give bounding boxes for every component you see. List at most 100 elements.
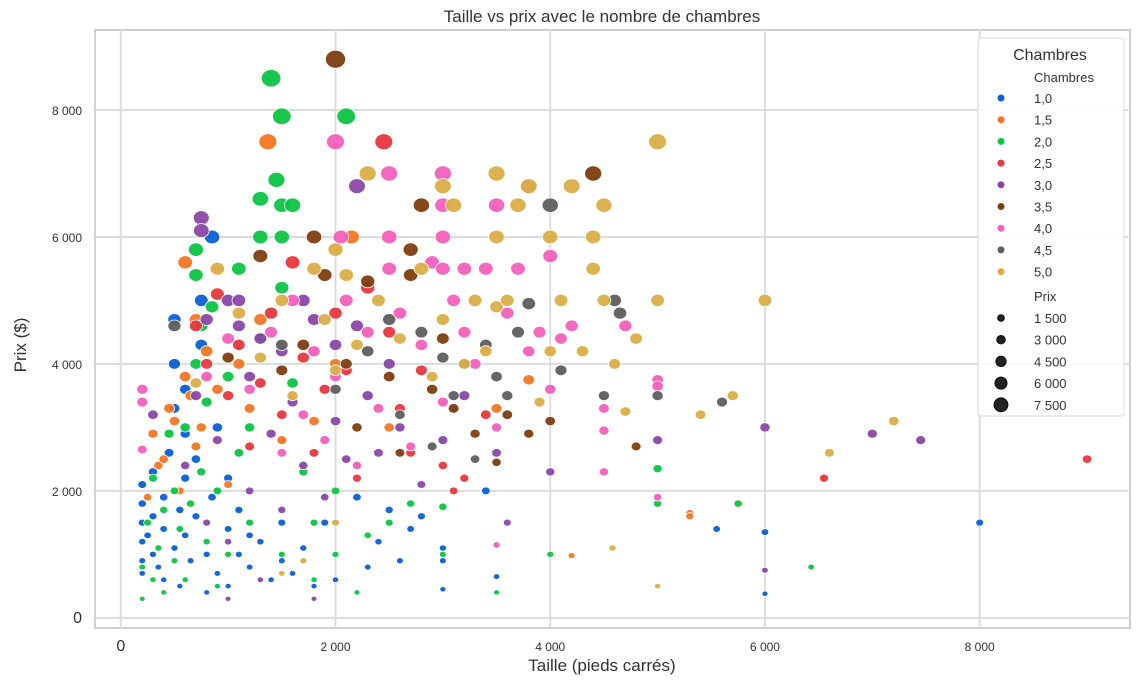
data-point bbox=[138, 563, 147, 571]
data-point bbox=[175, 505, 185, 514]
data-point bbox=[276, 409, 288, 420]
data-point bbox=[221, 332, 235, 345]
data-point bbox=[544, 415, 556, 427]
data-point bbox=[437, 435, 449, 445]
data-point bbox=[274, 281, 290, 295]
data-point bbox=[712, 525, 721, 533]
data-point bbox=[309, 518, 319, 527]
data-point bbox=[459, 473, 470, 483]
data-point bbox=[491, 448, 502, 458]
data-point bbox=[584, 165, 603, 182]
x-axis-label: Taille (pieds carrés) bbox=[528, 656, 675, 675]
legend-label: 3,0 bbox=[1034, 178, 1052, 193]
data-point bbox=[654, 582, 662, 590]
data-point bbox=[332, 229, 349, 245]
data-point bbox=[136, 383, 149, 395]
data-point bbox=[202, 537, 211, 546]
data-point bbox=[251, 191, 269, 207]
data-point bbox=[200, 345, 214, 358]
data-point bbox=[522, 345, 536, 358]
data-point bbox=[221, 351, 235, 364]
data-point bbox=[915, 435, 927, 445]
data-point bbox=[136, 396, 149, 408]
data-point bbox=[149, 576, 157, 584]
data-point bbox=[350, 319, 364, 333]
data-point bbox=[181, 531, 190, 540]
data-point bbox=[310, 595, 318, 602]
legend-hue-title: Chambres bbox=[1034, 70, 1094, 85]
data-point bbox=[630, 441, 642, 452]
data-point bbox=[175, 525, 185, 533]
data-point bbox=[256, 537, 265, 546]
data-point bbox=[224, 595, 232, 602]
data-point bbox=[488, 229, 505, 245]
data-point bbox=[137, 480, 148, 489]
data-point bbox=[819, 473, 829, 483]
data-point bbox=[651, 380, 664, 392]
data-point bbox=[521, 297, 537, 311]
data-point bbox=[180, 460, 191, 471]
data-point bbox=[138, 557, 147, 565]
data-point bbox=[224, 550, 233, 558]
legend-size-label: 6 000 bbox=[1034, 376, 1067, 391]
legend-label: 1,0 bbox=[1034, 91, 1052, 106]
data-point bbox=[436, 396, 449, 408]
data-point bbox=[211, 435, 223, 445]
data-point bbox=[361, 345, 375, 358]
data-point bbox=[274, 293, 290, 307]
legend-marker bbox=[997, 203, 1005, 210]
data-point bbox=[231, 261, 247, 276]
legend-size-marker bbox=[997, 314, 1005, 322]
data-point bbox=[363, 531, 372, 540]
data-point bbox=[179, 422, 191, 433]
data-point bbox=[243, 370, 256, 383]
data-point bbox=[436, 351, 450, 364]
data-point bbox=[618, 319, 633, 333]
series-5-0 bbox=[189, 133, 900, 590]
data-point bbox=[458, 390, 471, 402]
data-point bbox=[481, 486, 491, 496]
data-point bbox=[501, 409, 514, 420]
legend-label: 4,0 bbox=[1034, 221, 1052, 236]
data-point bbox=[373, 448, 384, 458]
legend-size-label: 4 500 bbox=[1034, 354, 1067, 369]
data-point bbox=[202, 518, 212, 527]
data-point bbox=[224, 582, 232, 590]
data-point bbox=[142, 493, 153, 502]
data-point bbox=[328, 306, 343, 320]
data-point bbox=[138, 537, 147, 546]
data-point bbox=[351, 422, 363, 433]
data-point bbox=[437, 460, 448, 471]
data-point bbox=[532, 325, 547, 339]
data-point bbox=[350, 338, 364, 351]
data-point bbox=[564, 319, 579, 333]
data-point bbox=[438, 544, 447, 552]
data-point bbox=[168, 415, 181, 427]
data-point bbox=[414, 325, 429, 339]
data-point bbox=[652, 464, 663, 474]
data-point bbox=[434, 229, 451, 245]
data-point bbox=[277, 505, 287, 514]
data-point bbox=[761, 590, 769, 597]
data-point bbox=[273, 229, 290, 245]
legend-marker bbox=[997, 268, 1005, 276]
data-point bbox=[276, 448, 288, 458]
data-point bbox=[191, 512, 201, 521]
data-point bbox=[598, 403, 610, 414]
data-point bbox=[597, 390, 610, 402]
data-point bbox=[824, 448, 835, 458]
data-point bbox=[163, 448, 175, 458]
data-point bbox=[158, 454, 169, 464]
data-point bbox=[487, 197, 506, 213]
data-point bbox=[136, 444, 148, 455]
data-point bbox=[438, 550, 447, 558]
data-point bbox=[619, 406, 632, 417]
data-point bbox=[154, 563, 163, 571]
data-point bbox=[202, 550, 211, 558]
data-point bbox=[252, 229, 269, 245]
data-point bbox=[339, 358, 353, 370]
data-point bbox=[554, 364, 568, 376]
data-point bbox=[245, 563, 254, 571]
data-point bbox=[598, 425, 610, 436]
legend-title: Chambres bbox=[1013, 47, 1087, 64]
